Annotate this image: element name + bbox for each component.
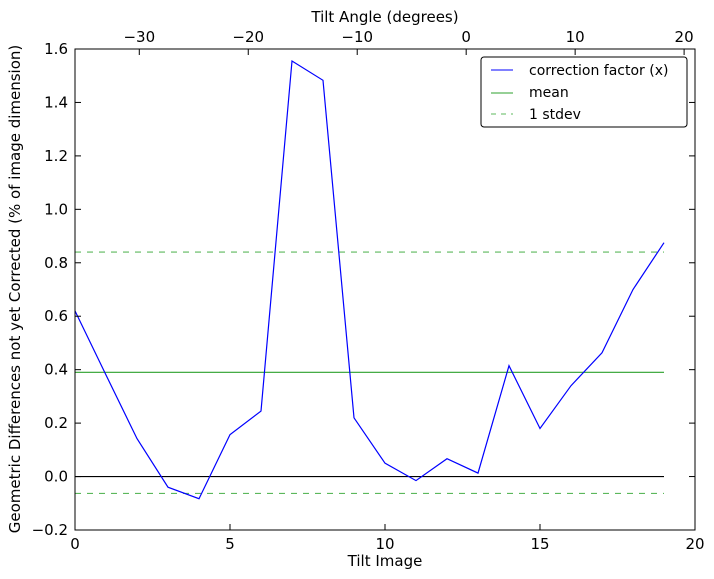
legend-box — [480, 56, 688, 128]
y-tick-label: 1.2 — [44, 147, 68, 165]
y-tick-label: 0.2 — [44, 414, 68, 432]
y-axis-label: Geometric Differences not yet Corrected … — [6, 45, 24, 534]
top-x-tick-label: 10 — [566, 28, 585, 46]
top-x-tick-label: −30 — [123, 28, 155, 46]
series-line-correction-factor-x- — [74, 59, 665, 500]
plot-frame — [74, 48, 696, 531]
legend: correction factor (x) mean 1 stdev — [480, 56, 688, 128]
y-tick-label: 0.4 — [44, 361, 68, 379]
top-x-tick-label: 20 — [675, 28, 694, 46]
y-tick-label: 0.0 — [44, 468, 68, 486]
x-tick-label: 5 — [225, 535, 235, 553]
y-tick-label: 1.4 — [44, 93, 68, 111]
x-tick-label: 10 — [375, 535, 394, 553]
legend-label-stdev: 1 stdev — [529, 107, 581, 123]
x-tick-label: 0 — [70, 535, 80, 553]
top-x-tick-label: −20 — [232, 28, 264, 46]
legend-label-correction: correction factor (x) — [529, 63, 668, 79]
top-x-axis-label: Tilt Angle (degrees) — [310, 8, 458, 26]
y-tick-label: 0.8 — [44, 254, 68, 272]
x-axis-label: Tilt Image — [347, 552, 423, 570]
legend-label-mean: mean — [529, 85, 569, 101]
x-tick-label: 15 — [530, 535, 549, 553]
y-tick-label: 1.6 — [44, 40, 68, 58]
top-x-tick-label: 0 — [461, 28, 471, 46]
ticks: 0 5 10 15 20 −0.2 0.0 0.2 0.4 0.6 0.8 1.0 1.2 1.4 1.6 −… — [32, 28, 705, 553]
x-tick-label: 20 — [685, 535, 704, 553]
top-x-tick-label: −10 — [341, 28, 373, 46]
y-tick-label: −0.2 — [32, 521, 68, 539]
y-tick-label: 0.6 — [44, 307, 68, 325]
y-tick-label: 1.0 — [44, 200, 68, 218]
plot-lines — [74, 59, 665, 500]
